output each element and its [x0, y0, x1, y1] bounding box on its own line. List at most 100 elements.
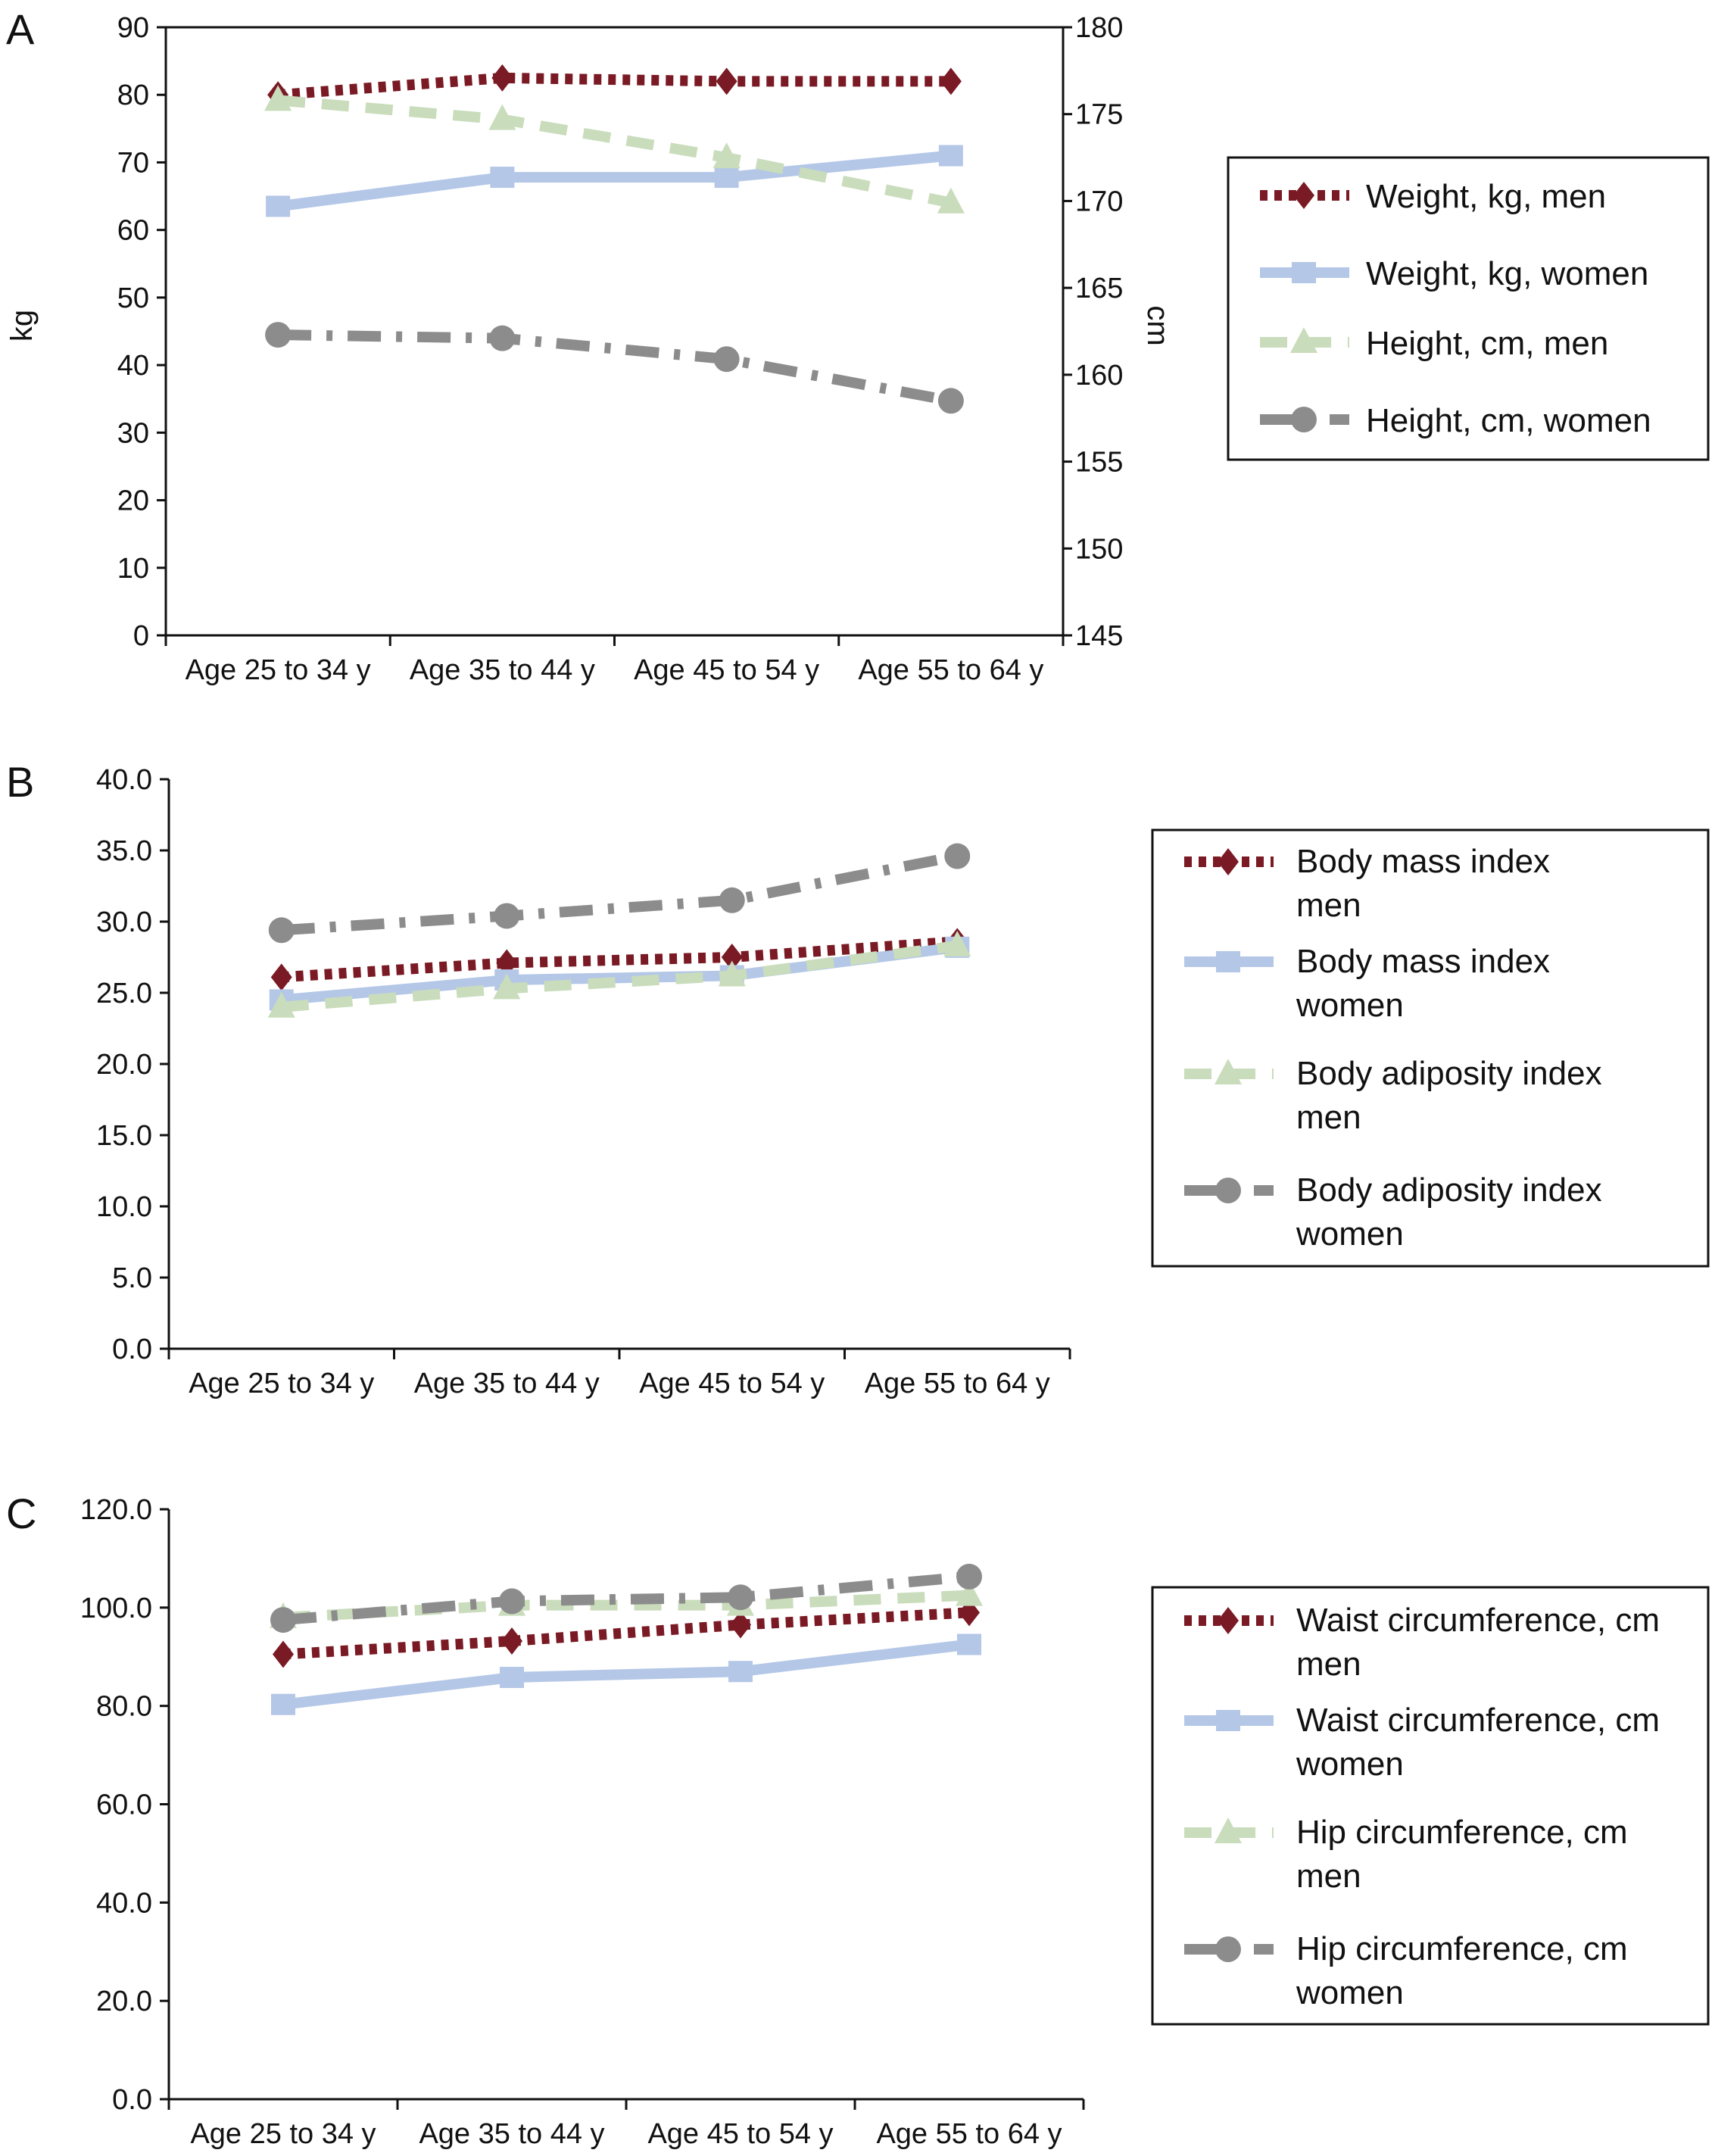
square-marker	[271, 1693, 295, 1715]
legend-item: Waist circumference, cm men	[1184, 1602, 1660, 1683]
y-tick-label: 20.0	[96, 1049, 152, 1081]
circle-marker	[1291, 407, 1317, 432]
circle-marker	[499, 1588, 525, 1615]
series-line	[281, 850, 959, 936]
triangle-marker	[1290, 327, 1317, 353]
circle-marker	[265, 322, 292, 348]
legend-item: Body adiposity index women	[1184, 1172, 1602, 1253]
square-marker	[500, 1667, 524, 1689]
x-tick-label: Age 25 to 34 y	[190, 2118, 376, 2150]
legend-item: Hip circumference, cm women	[1184, 1930, 1628, 2011]
legend-item: Height, cm, women	[1260, 402, 1651, 439]
diamond-marker	[940, 67, 962, 95]
y-tick-label: 35.0	[96, 835, 152, 867]
legend-item: Waist circumference, cm women	[1184, 1702, 1660, 1783]
square-marker	[938, 145, 963, 167]
y-tick-label: 0	[133, 620, 149, 652]
legend-label: Weight, kg, men	[1366, 178, 1606, 215]
square-marker	[1292, 262, 1316, 283]
legend-label-line2: men	[1296, 887, 1361, 924]
y2-tick-label: 165	[1075, 273, 1123, 304]
series-line	[282, 1639, 970, 1710]
series-line	[282, 1607, 970, 1660]
legend-label: Hip circumference, cm	[1296, 1930, 1628, 1967]
y-tick-label: 10.0	[96, 1191, 152, 1223]
circle-marker	[719, 887, 745, 913]
series-line	[282, 1571, 970, 1626]
y2-tick-label: 170	[1075, 186, 1123, 217]
legend-label: Body adiposity index	[1296, 1172, 1602, 1209]
legend-item: Weight, kg, women	[1260, 255, 1648, 292]
x-tick-label: Age 45 to 54 y	[639, 1368, 825, 1399]
x-tick-label: Age 25 to 34 y	[186, 654, 371, 686]
legend-box	[1151, 828, 1710, 1268]
y-tick-label: 30.0	[96, 906, 152, 938]
series-line	[277, 95, 953, 208]
triangle-marker	[267, 991, 295, 1018]
x-tick-label: Age 35 to 44 y	[419, 2118, 604, 2150]
x-tick-label: Age 55 to 64 y	[865, 1368, 1050, 1399]
series-line	[277, 72, 951, 101]
diamond-marker	[491, 64, 513, 92]
diamond-marker	[273, 1640, 294, 1668]
x-tick-label: Age 55 to 64 y	[876, 2118, 1062, 2150]
y-tick-label: 60.0	[96, 1789, 152, 1821]
series-height-cm-women	[265, 322, 964, 414]
y2-tick-label: 160	[1075, 360, 1123, 392]
series-body-adiposity-index-men	[267, 930, 971, 1018]
x-tick-label: Age 25 to 34 y	[189, 1368, 374, 1399]
legend-label: Waist circumference, cm	[1296, 1602, 1660, 1639]
y-tick-label: 40	[117, 350, 149, 382]
series-line	[281, 941, 959, 1006]
legend-item: Body adiposity index men	[1184, 1055, 1602, 1136]
legend-item: Hip circumference, cm men	[1184, 1814, 1628, 1895]
y-tick-label: 30	[117, 417, 149, 449]
y-tick-label: 10	[117, 553, 149, 585]
y-axis-label: kg	[5, 310, 39, 342]
y2-tick-label: 155	[1075, 447, 1123, 479]
legend-label: Body mass index	[1296, 943, 1550, 980]
series-waist-circumference-cm-women	[271, 1633, 981, 1715]
square-marker	[1216, 951, 1240, 972]
x-tick-label: Age 45 to 54 y	[647, 2118, 833, 2150]
panel-b: B Age 25 to 34 y Age 35 to 44 y Age 45 to 5…	[6, 758, 1710, 1399]
panel-label: C	[6, 1490, 36, 1537]
diamond-marker	[716, 67, 737, 95]
legend-label: Body mass index	[1296, 843, 1550, 880]
diamond-marker	[730, 1611, 751, 1639]
diamond-marker	[1218, 1607, 1239, 1634]
square-marker	[957, 1633, 981, 1655]
circle-marker	[944, 843, 971, 869]
triangle-marker	[718, 960, 746, 987]
y2-tick-label: 150	[1075, 533, 1123, 565]
x-tick-label: Age 45 to 54 y	[634, 654, 819, 686]
circle-marker	[268, 917, 295, 944]
legend-label: Hip circumference, cm	[1296, 1814, 1628, 1851]
diamond-marker	[1218, 848, 1239, 875]
legend-label: Height, cm, men	[1366, 325, 1608, 362]
triangle-marker	[937, 187, 965, 214]
series-line	[281, 936, 958, 983]
y-tick-label: 25.0	[96, 978, 152, 1009]
legend-label-line2: men	[1296, 1858, 1361, 1895]
x-tick-label: Age 55 to 64 y	[858, 654, 1043, 686]
diamond-marker	[721, 944, 743, 971]
circle-marker	[956, 1563, 982, 1590]
legend-label: Height, cm, women	[1366, 402, 1651, 439]
y-tick-label: 50	[117, 282, 149, 314]
legend-item: Weight, kg, men	[1260, 178, 1606, 215]
series-weight-kg-women	[266, 145, 963, 217]
circle-marker	[489, 325, 516, 351]
legend-item: Body mass index men	[1184, 843, 1550, 924]
y-tick-label: 100.0	[80, 1593, 152, 1624]
panel-c: C Age 25 to 34 y Age 35 to 44 y Age 45 to 5…	[6, 1490, 1710, 2150]
legend-label-line2: men	[1296, 1099, 1361, 1136]
series-line	[278, 329, 953, 407]
triangle-marker	[1215, 1817, 1242, 1843]
circle-marker	[494, 903, 520, 929]
diamond-marker	[501, 1627, 522, 1655]
series-waist-circumference-cm-men	[273, 1599, 980, 1668]
